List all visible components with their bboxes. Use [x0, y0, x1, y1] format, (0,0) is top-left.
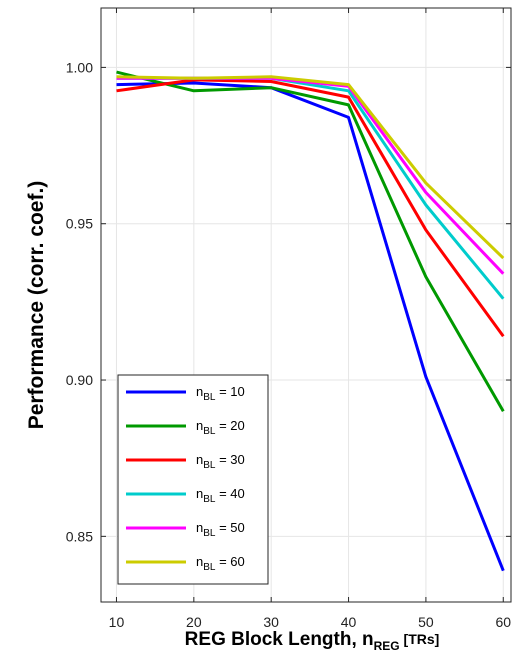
x-tick-label: 20	[186, 614, 202, 630]
series-line-3	[116, 78, 505, 338]
x-axis-title-units: [TRs]	[400, 631, 440, 647]
series-line-2	[116, 70, 505, 413]
plot-frame	[100, 7, 512, 603]
legend-label-2: nBL = 20	[196, 418, 245, 437]
x-tick-label: 30	[263, 614, 279, 630]
series-lines	[116, 70, 505, 572]
legend-label-3: nBL = 30	[196, 452, 245, 471]
y-tick-label: 0.95	[66, 216, 93, 232]
grid-lines	[101, 8, 511, 602]
legend-box	[117, 374, 269, 585]
legend-label-6: nBL = 60	[196, 554, 245, 573]
y-tick-label: 1.00	[66, 59, 93, 75]
legend-label-4: nBL = 40	[196, 486, 245, 505]
legend-label-5: nBL = 50	[196, 520, 245, 539]
x-tick-label: 60	[495, 614, 511, 630]
axis-ticks: 10 20 30 40 50 60 0.85 0.90 0.95 1.00	[66, 8, 511, 630]
x-tick-label: 40	[341, 614, 357, 630]
x-tick-label: 50	[418, 614, 434, 630]
legend: nBL = 10 nBL = 20 nBL = 30 nBL = 40 nBL = 50…	[117, 374, 269, 585]
x-axis-title-main: REG Block Length, n	[185, 629, 374, 650]
y-tick-label: 0.85	[66, 528, 93, 544]
x-tick-label: 10	[109, 614, 125, 630]
series-line-1	[116, 81, 505, 572]
x-axis-title-subscript: REG	[374, 639, 400, 653]
y-axis-title: Performance (corr. coef.)	[25, 181, 48, 430]
y-tick-label: 0.90	[66, 372, 93, 388]
legend-entries: nBL = 10 nBL = 20 nBL = 30 nBL = 40 nBL = 50…	[126, 384, 245, 573]
series-line-6	[116, 75, 505, 260]
x-axis-title: REG Block Length, nREG [TRs]	[185, 629, 440, 653]
legend-label-1: nBL = 10	[196, 384, 245, 403]
